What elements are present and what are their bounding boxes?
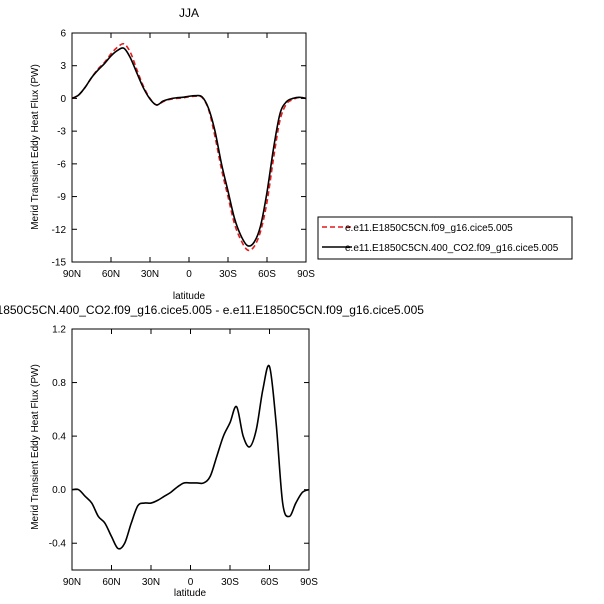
legend-label-series-1: e.e11.E1850C5CN.f09_g16.cice5.005 xyxy=(345,223,513,234)
top-xtick-label: 90N xyxy=(63,269,81,280)
bottom-chart-axes: 90N 60N 30N 0 30S 60S 90S 1.2 0.8 0.4 0.0 -0.4 xyxy=(49,325,318,589)
top-xtick-label: 0 xyxy=(186,269,192,280)
top-chart-xlabel: latitude xyxy=(173,291,206,302)
top-ytick-label: 6 xyxy=(60,29,66,40)
top-chart-axes: 90N 60N 30N 0 30S 60S 90S 6 3 0 -3 -6 -9 -12 -15 xyxy=(52,29,316,281)
bottom-chart-ylabel: Merid Transient Eddy Heat Flux (PW) xyxy=(30,364,41,530)
top-ytick-label: -12 xyxy=(52,225,67,236)
bottom-xtick-label: 60S xyxy=(261,577,279,588)
bottom-ytick-label: -0.4 xyxy=(49,539,67,550)
bottom-chart-title: e.e11.E1850C5CN.400_CO2.f09_g16.cice5.00… xyxy=(0,303,424,317)
bottom-ytick-label: 0.8 xyxy=(52,378,66,389)
bottom-xtick-label: 90N xyxy=(63,577,81,588)
top-series-line-1 xyxy=(71,42,307,252)
top-ytick-label: -6 xyxy=(57,159,66,170)
bottom-chart-xlabel: latitude xyxy=(174,588,207,599)
bottom-xtick-label: 30S xyxy=(221,577,239,588)
top-chart-legend: e.e11.E1850C5CN.f09_g16.cice5.005 e.e11.… xyxy=(317,216,573,260)
top-xtick-label: 30S xyxy=(219,269,237,280)
bottom-ytick-label: 0.4 xyxy=(52,432,66,443)
top-ytick-label: -15 xyxy=(52,258,67,269)
top-chart-ylabel: Merid Transient Eddy Heat Flux (PW) xyxy=(30,64,41,230)
bottom-ytick-label: 0.0 xyxy=(52,485,66,496)
bottom-xtick-label: 60N xyxy=(102,577,120,588)
top-chart-title: JJA xyxy=(179,6,199,20)
top-chart-series xyxy=(71,42,307,252)
top-ytick-label: 0 xyxy=(60,94,66,105)
top-xtick-label: 30N xyxy=(141,269,159,280)
top-ytick-label: -9 xyxy=(57,192,66,203)
top-chart: JJA 90N 60N 30N 0 30S 60S 90S 6 3 0 -3 -6 -9 -12 -15 l… xyxy=(30,6,315,302)
top-ytick-label: -3 xyxy=(57,127,66,138)
top-ytick-label: 3 xyxy=(60,61,66,72)
bottom-ytick-label: 1.2 xyxy=(52,325,66,336)
bottom-xtick-label: 0 xyxy=(188,577,194,588)
bottom-xtick-label: 30N xyxy=(142,577,160,588)
bottom-chart: e.e11.E1850C5CN.400_CO2.f09_g16.cice5.00… xyxy=(0,303,424,599)
top-plot-frame xyxy=(71,32,307,263)
bottom-plot-frame xyxy=(71,328,310,571)
top-series-line-2 xyxy=(71,47,307,247)
bottom-xtick-label: 90S xyxy=(300,577,318,588)
bottom-chart-series xyxy=(71,364,310,550)
top-xtick-label: 60S xyxy=(258,269,276,280)
top-xtick-label: 60N xyxy=(102,269,120,280)
legend-label-series-2: e.e11.E1850C5CN.400_CO2.f09_g16.cice5.00… xyxy=(345,243,559,254)
legend-box xyxy=(317,216,573,260)
top-xtick-label: 90S xyxy=(297,269,315,280)
bottom-series-line-1 xyxy=(71,364,310,550)
